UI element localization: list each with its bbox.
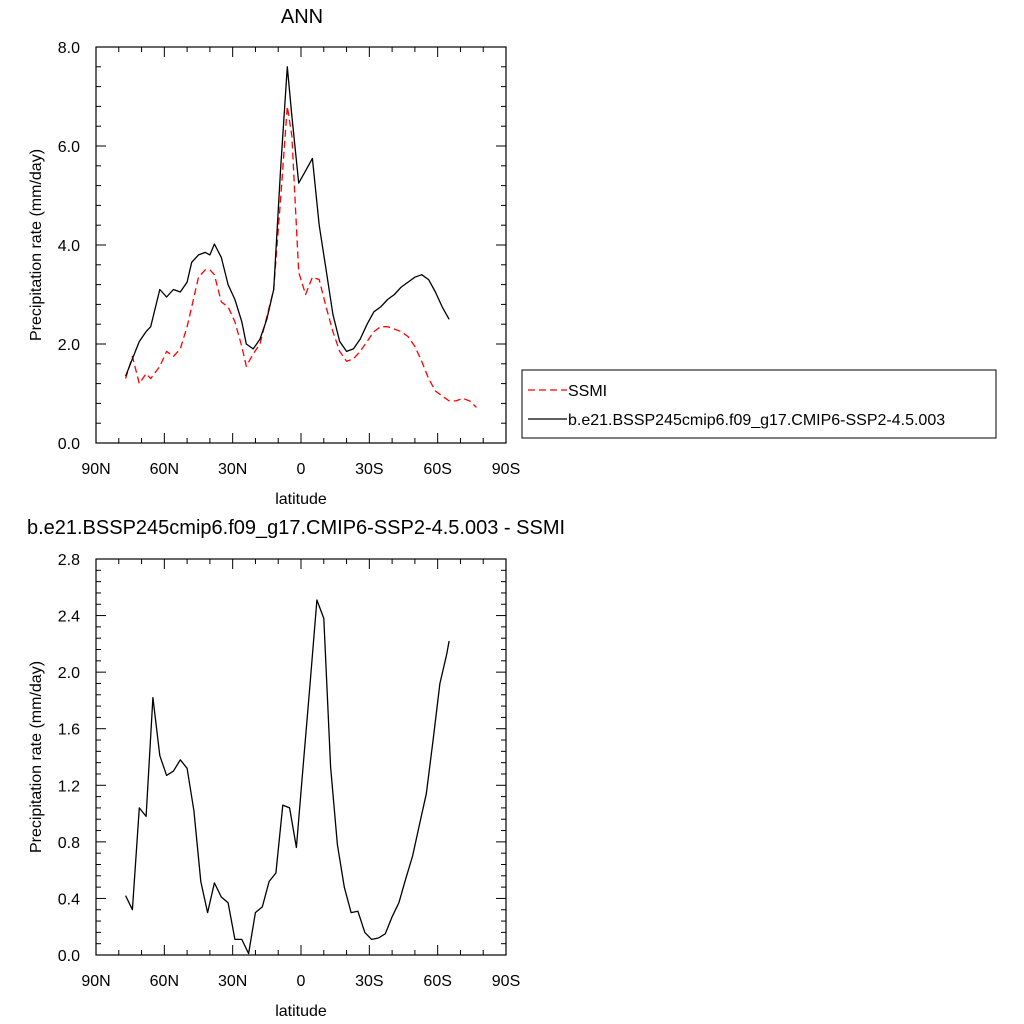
axis-ticks: 90N 60N 30N 0 30S 60S 90S 0.0 2.0 4.0 6.0 8.0 <box>58 40 520 478</box>
y-tick-label: 2.0 <box>58 665 80 682</box>
x-tick-label: 90S <box>492 973 520 990</box>
chart-panel-difference: b.e21.BSSP245cmip6.f09_g17.CMIP6-SSP2-4.… <box>27 517 565 1020</box>
x-tick-label: 90N <box>81 461 110 478</box>
y-tick-label: 2.4 <box>58 609 80 626</box>
chart-title: b.e21.BSSP245cmip6.f09_g17.CMIP6-SSP2-4.… <box>27 517 565 539</box>
y-tick-label: 2.0 <box>58 337 80 354</box>
x-tick-label: 60N <box>150 461 179 478</box>
y-axis-label: Precipitation rate (mm/day) <box>28 661 45 853</box>
y-axis-label: Precipitation rate (mm/day) <box>28 149 45 341</box>
y-tick-label: 0.4 <box>58 891 80 908</box>
chart-panel-annual: ANN 90N 60N 30N 0 30S 60S 90S 0.0 2.0 4.0 6.0 8.0 l… <box>28 6 520 508</box>
y-tick-label: 0.0 <box>58 436 80 453</box>
x-tick-label: 30N <box>218 973 247 990</box>
y-tick-label: 1.2 <box>58 778 80 795</box>
x-tick-label: 60S <box>423 973 451 990</box>
chart-title: ANN <box>281 6 323 28</box>
y-tick-label: 2.8 <box>58 552 80 569</box>
y-tick-label: 8.0 <box>58 40 80 57</box>
x-tick-label: 90S <box>492 461 520 478</box>
x-axis-label: latitude <box>275 1003 327 1020</box>
y-tick-label: 0.0 <box>58 948 80 965</box>
x-tick-label: 0 <box>297 461 306 478</box>
series-line-0 <box>125 599 450 955</box>
series-line-0 <box>124 105 477 408</box>
x-tick-label: 0 <box>297 973 306 990</box>
plot-area <box>125 599 450 955</box>
y-tick-label: 4.0 <box>58 238 80 255</box>
y-tick-label: 1.6 <box>58 722 80 739</box>
x-tick-label: 30S <box>355 461 383 478</box>
plot-area <box>124 66 477 408</box>
legend-label-ssmi: SSMI <box>568 383 607 400</box>
x-tick-label: 60N <box>150 973 179 990</box>
y-tick-label: 6.0 <box>58 139 80 156</box>
series-line-1 <box>124 66 450 377</box>
y-tick-label: 0.8 <box>58 835 80 852</box>
legend: SSMI b.e21.BSSP245cmip6.f09_g17.CMIP6-SS… <box>521 369 997 439</box>
x-axis-label: latitude <box>275 491 327 508</box>
x-tick-label: 30S <box>355 973 383 990</box>
legend-box <box>521 369 997 439</box>
plot-frame <box>95 46 507 444</box>
x-tick-label: 60S <box>423 461 451 478</box>
legend-label-model: b.e21.BSSP245cmip6.f09_g17.CMIP6-SSP2-4.… <box>568 412 945 429</box>
axis-ticks: 90N 60N 30N 0 30S 60S 90S 0.0 0.4 0.8 1.2 1.6 2.0 2.4… <box>58 552 520 990</box>
plot-frame <box>95 558 507 956</box>
x-tick-label: 90N <box>81 973 110 990</box>
x-tick-label: 30N <box>218 461 247 478</box>
